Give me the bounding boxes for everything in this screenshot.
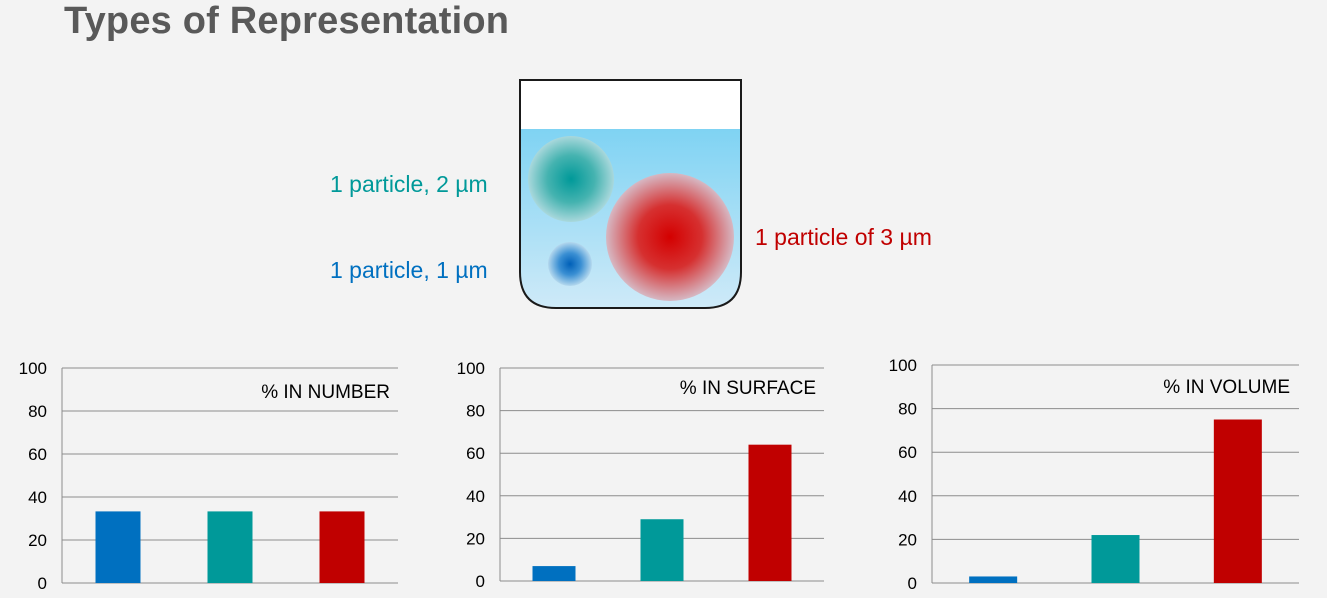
y-tick-label: 40 — [898, 487, 917, 506]
bar — [207, 511, 253, 583]
chart-number: 0 20 40 60 80 100 % IN NUMBER — [19, 359, 398, 593]
chart-title: % IN SURFACE — [680, 378, 816, 399]
bar — [319, 511, 365, 583]
label-particle-1um: 1 particle, 1 µm — [330, 257, 488, 283]
label-particle-2um: 1 particle, 2 µm — [330, 171, 488, 197]
y-tick-label: 60 — [466, 444, 485, 463]
chart-title: % IN NUMBER — [261, 382, 390, 403]
page-title: Types of Representation — [64, 0, 510, 42]
y-tick-label: 40 — [466, 487, 485, 506]
bar — [1213, 419, 1262, 583]
y-tick-label: 100 — [889, 356, 917, 375]
beaker-outline — [519, 79, 742, 309]
y-tick-label: 100 — [19, 359, 47, 378]
bar — [532, 566, 576, 581]
y-tick-label: 0 — [908, 574, 917, 593]
bar — [1091, 535, 1140, 583]
y-tick-label: 80 — [898, 400, 917, 419]
particle-1um — [548, 242, 592, 286]
y-tick-label: 20 — [898, 530, 917, 549]
y-tick-label: 80 — [28, 402, 47, 421]
y-tick-label: 0 — [476, 572, 485, 591]
y-tick-label: 80 — [466, 402, 485, 421]
particle-3um — [606, 173, 734, 301]
chart-title: % IN VOLUME — [1163, 377, 1290, 398]
chart-volume: 0 20 40 60 80 100 % IN VOLUME — [889, 356, 1299, 593]
y-tick-label: 60 — [28, 445, 47, 464]
y-tick-label: 0 — [38, 574, 47, 593]
bar — [969, 576, 1018, 583]
y-tick-label: 20 — [466, 529, 485, 548]
label-particle-3um: 1 particle of 3 µm — [755, 224, 932, 250]
bar — [640, 519, 684, 581]
bar — [748, 444, 792, 581]
particle-2um — [528, 136, 614, 222]
bar — [95, 511, 141, 583]
y-tick-label: 100 — [457, 359, 485, 378]
y-tick-label: 60 — [898, 443, 917, 462]
y-tick-label: 20 — [28, 531, 47, 550]
chart-surface: 0 20 40 60 80 100 % IN SURFACE — [457, 359, 824, 591]
y-tick-label: 40 — [28, 488, 47, 507]
